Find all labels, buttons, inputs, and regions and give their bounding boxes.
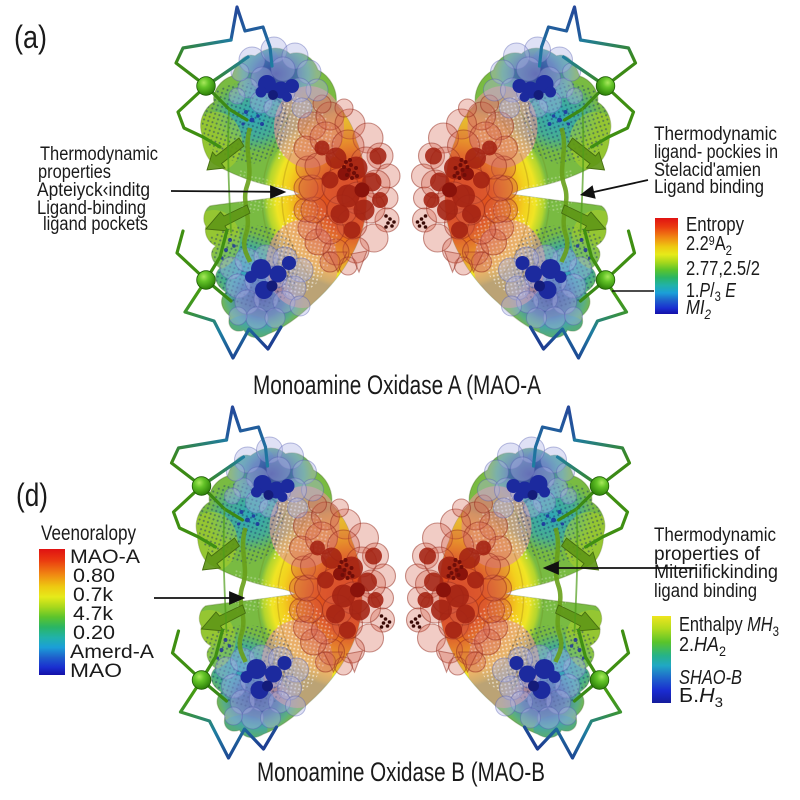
svg-text:Entropy: Entropy (686, 214, 744, 236)
svg-text:properties of: properties of (654, 544, 761, 565)
svg-text:Ligand-binding: Ligand-binding (37, 198, 146, 219)
svg-text:Apteiyck‹inditg: Apteiyck‹inditg (37, 180, 150, 201)
svg-text:4.7k: 4.7k (73, 603, 113, 625)
svg-text:Veenoralopy: Veenoralopy (41, 522, 136, 545)
svg-text:(a): (a) (14, 19, 47, 55)
svg-text:ligand- pockies in: ligand- pockies in (654, 142, 778, 163)
svg-text:ligand pockets: ligand pockets (43, 214, 148, 235)
svg-text:Monoamine Oxidase B (MAO-B: Monoamine Oxidase B (MAO-B (257, 757, 545, 787)
svg-text:2.HA2: 2.HA2 (679, 634, 726, 659)
svg-text:0.80: 0.80 (73, 565, 115, 587)
svg-text:MAO: MAO (70, 660, 122, 682)
svg-text:Ligand binding: Ligand binding (654, 177, 764, 198)
svg-text:SHAO-B: SHAO-B (679, 667, 742, 689)
svg-text:Monoamine Oxidase A (MAO-A: Monoamine Oxidase A (MAO-A (253, 370, 541, 400)
svg-text:1.P/3 E: 1.P/3 E (686, 280, 737, 304)
svg-text:0.20: 0.20 (73, 622, 115, 644)
svg-text:Enthalpy MH3: Enthalpy MH3 (679, 614, 779, 639)
svg-text:MAO-A: MAO-A (70, 546, 140, 568)
svg-text:0.7k: 0.7k (73, 584, 113, 606)
svg-text:Thermodynamic: Thermodynamic (654, 124, 777, 145)
svg-text:Miteriifickinding: Miteriifickinding (654, 562, 778, 583)
svg-text:Amerd-A: Amerd-A (70, 641, 154, 663)
svg-text:(d): (d) (16, 477, 48, 513)
svg-text:Stelacid'amien: Stelacid'amien (654, 160, 761, 181)
svg-text:Thermodynamic: Thermodynamic (654, 525, 776, 546)
svg-text:2.77,2.5/2: 2.77,2.5/2 (686, 258, 760, 280)
svg-text:properties: properties (38, 162, 111, 183)
svg-text:2.29A2: 2.29A2 (686, 233, 732, 258)
svg-text:Thermodynamic: Thermodynamic (40, 144, 158, 165)
svg-text:ligand binding: ligand binding (654, 581, 757, 602)
